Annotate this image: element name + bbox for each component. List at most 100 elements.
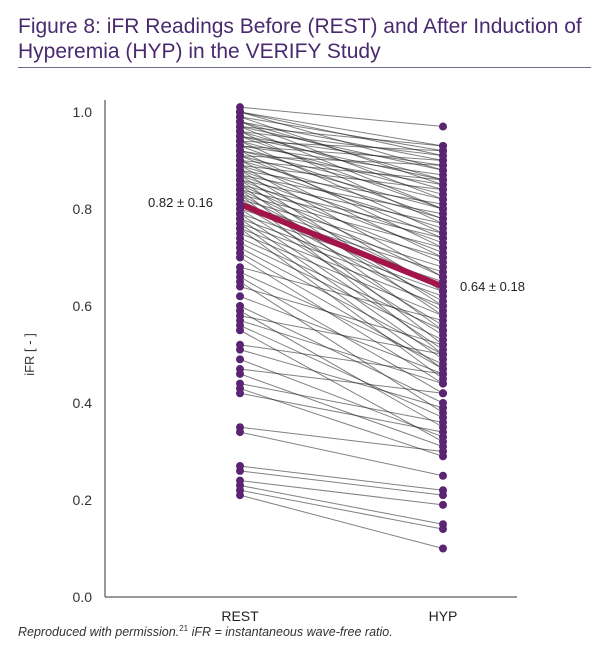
patient-line xyxy=(239,349,444,409)
rest-point xyxy=(236,355,244,364)
hyp-point xyxy=(439,209,447,218)
patient-line xyxy=(239,116,444,152)
hyp-mean-label: 0.64 ± 0.18 xyxy=(460,279,525,294)
data-points xyxy=(236,103,447,553)
patient-line xyxy=(239,286,444,346)
patient-line xyxy=(239,489,444,530)
patient-line xyxy=(239,106,444,128)
patient-line xyxy=(239,252,444,370)
patient-line xyxy=(239,392,444,433)
rest-point xyxy=(236,466,244,475)
patient-line xyxy=(239,174,444,215)
y-axis-label: iFR [ - ] xyxy=(22,333,37,376)
hyp-point xyxy=(439,340,447,349)
hyp-point xyxy=(439,234,447,243)
rest-point xyxy=(236,345,244,354)
patient-line xyxy=(239,271,444,365)
patient-line xyxy=(239,135,444,181)
patient-line xyxy=(239,140,444,152)
patient-line xyxy=(239,358,444,438)
patient-line xyxy=(239,484,444,525)
figure-title: Figure 8: iFR Readings Before (REST) and… xyxy=(18,15,582,63)
hyp-point xyxy=(439,544,447,553)
rest-point xyxy=(236,292,244,301)
patient-line xyxy=(239,126,444,171)
patient-line xyxy=(239,324,444,419)
y-tick-label: 0.6 xyxy=(73,298,93,314)
hyp-point xyxy=(439,360,447,369)
patient-line xyxy=(239,266,444,322)
hyp-point xyxy=(439,316,447,325)
title-divider xyxy=(18,67,591,68)
hyp-point xyxy=(439,491,447,500)
patient-line xyxy=(239,203,444,326)
hyp-point xyxy=(439,525,447,534)
rest-point xyxy=(236,282,244,291)
patient-line xyxy=(239,218,444,360)
figure-caption: Reproduced with permission.21 iFR = inst… xyxy=(18,624,393,639)
patient-line xyxy=(239,213,444,351)
patient-line xyxy=(239,368,444,394)
rest-mean-label: 0.82 ± 0.16 xyxy=(148,195,213,210)
hyp-point xyxy=(439,326,447,335)
hyp-point xyxy=(439,292,447,301)
patient-line xyxy=(239,431,444,477)
patient-line xyxy=(239,150,444,200)
x-tick-label: REST xyxy=(221,608,259,624)
patient-line xyxy=(239,315,444,355)
patient-line xyxy=(239,150,444,186)
hyp-point xyxy=(439,418,447,427)
patient-line xyxy=(239,227,444,307)
patient-line xyxy=(239,373,444,448)
hyp-point xyxy=(439,500,447,509)
hyp-point xyxy=(439,243,447,252)
hyp-point xyxy=(439,219,447,228)
y-tick-labels: 0.0 0.2 0.4 0.6 0.8 1.0 xyxy=(73,104,93,605)
hyp-point xyxy=(439,403,447,412)
patient-line xyxy=(239,426,444,452)
y-tick-label: 0.0 xyxy=(73,589,93,605)
rest-point xyxy=(236,369,244,378)
hyp-point xyxy=(439,379,447,388)
hyp-point xyxy=(439,389,447,398)
patient-line xyxy=(239,184,444,234)
rest-point xyxy=(236,253,244,262)
x-tick-label: HYP xyxy=(429,608,458,624)
patient-line xyxy=(239,189,444,239)
patient-line xyxy=(239,155,444,210)
hyp-point xyxy=(439,200,447,209)
hyp-point xyxy=(439,428,447,437)
patient-line xyxy=(239,329,444,443)
rest-point xyxy=(236,326,244,335)
patient-line xyxy=(239,223,444,297)
patient-line xyxy=(239,130,444,157)
patient-line xyxy=(239,150,444,249)
hyp-point xyxy=(439,447,447,456)
patient-line xyxy=(239,135,444,166)
hyp-point xyxy=(439,161,447,170)
patient-line xyxy=(239,247,444,355)
x-tick-labels: REST HYP xyxy=(221,608,457,624)
hyp-point xyxy=(439,146,447,155)
y-tick-label: 0.2 xyxy=(73,492,93,508)
y-tick-label: 1.0 xyxy=(73,104,93,120)
patient-line xyxy=(239,169,444,205)
caption-prefix: Reproduced with permission. xyxy=(18,625,180,640)
hyp-point xyxy=(439,122,447,131)
y-tick-label: 0.8 xyxy=(73,201,93,217)
patient-line xyxy=(239,237,444,331)
caption-text: iFR = instantaneous wave-free ratio. xyxy=(188,625,393,640)
patient-line xyxy=(239,232,444,317)
ifr-paired-chart: 0.0 0.2 0.4 0.6 0.8 1.0 REST HYP iFR [ - ] 0.8… xyxy=(22,100,525,624)
patient-line xyxy=(239,145,444,161)
patient-line xyxy=(239,111,444,147)
hyp-point xyxy=(439,302,447,310)
patient-line xyxy=(239,494,444,549)
patient-line xyxy=(239,121,444,161)
mean-line xyxy=(237,201,446,290)
patient-line xyxy=(239,320,444,385)
hyp-point xyxy=(439,369,447,378)
patient-line xyxy=(239,160,444,181)
patient-line xyxy=(239,281,444,414)
patient-line xyxy=(239,223,444,370)
